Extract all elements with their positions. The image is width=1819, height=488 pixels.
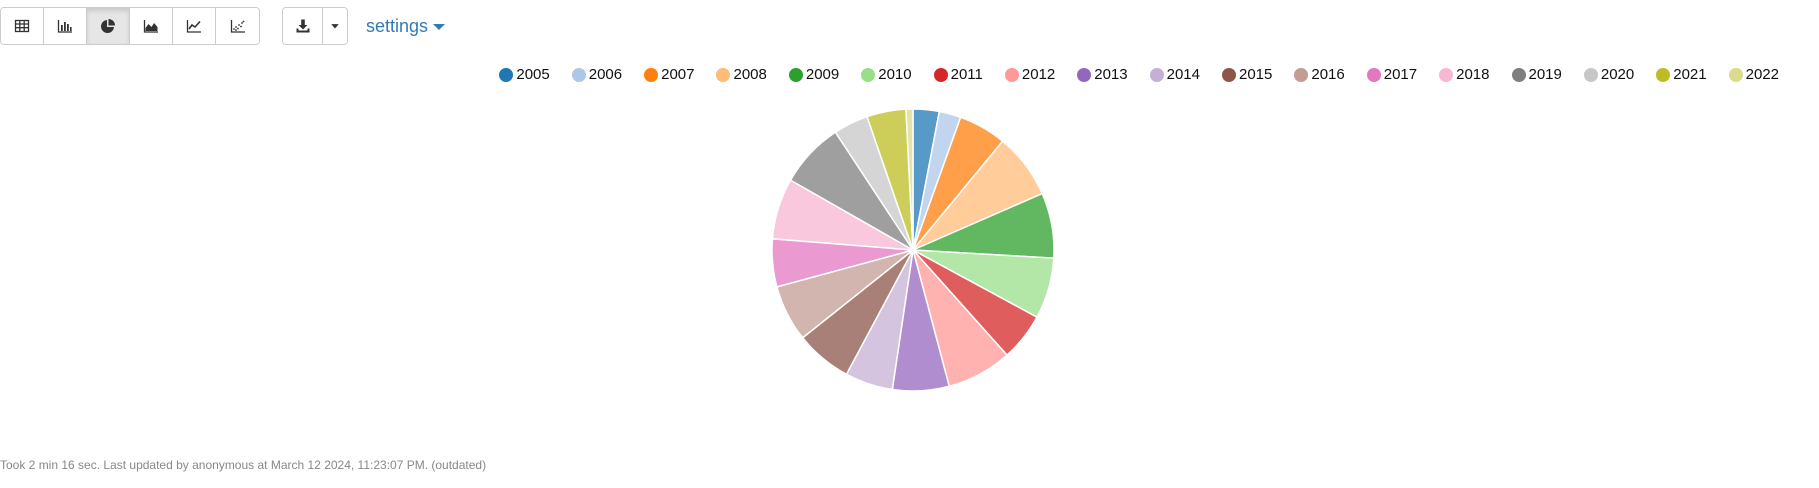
legend-item-2005[interactable]: 2005 — [499, 66, 550, 83]
pie-slice-2022[interactable] — [905, 108, 914, 251]
bar-chart-icon — [57, 20, 72, 33]
legend-item-2020[interactable]: 2020 — [1583, 66, 1635, 83]
legend-swatch — [1222, 67, 1236, 82]
line-chart-icon — [186, 20, 201, 33]
legend-item-2007[interactable]: 2007 — [644, 66, 694, 83]
legend-item-2017[interactable]: 2017 — [1366, 66, 1418, 83]
settings-caret-down-icon — [433, 24, 446, 30]
legend-label: 2013 — [1094, 66, 1128, 83]
legend-label: 2012 — [1021, 66, 1056, 83]
legend-swatch — [788, 67, 803, 82]
legend-swatch — [1149, 67, 1164, 82]
legend-swatch — [1583, 67, 1598, 82]
legend-swatch — [716, 67, 731, 82]
legend-swatch — [644, 67, 659, 82]
query-status-text: Took 2 min 16 sec. Last updated by anony… — [0, 458, 487, 472]
pie-chart — [771, 108, 1055, 392]
legend-item-2006[interactable]: 2006 — [571, 66, 623, 83]
legend-label: 2006 — [588, 66, 623, 83]
legend-swatch — [1004, 67, 1019, 82]
legend-label: 2016 — [1311, 66, 1345, 83]
legend-label: 2019 — [1528, 66, 1562, 83]
legend-label: 2014 — [1166, 66, 1200, 83]
legend-item-2008[interactable]: 2008 — [716, 66, 767, 83]
legend-label: 2007 — [661, 66, 695, 83]
legend-label: 2017 — [1383, 66, 1418, 83]
legend-label: 2008 — [733, 66, 767, 83]
legend-label: 2015 — [1239, 66, 1273, 83]
legend-swatch — [1728, 67, 1743, 82]
legend-label: 2018 — [1456, 66, 1490, 83]
legend-swatch — [1366, 67, 1381, 82]
settings-dropdown[interactable]: settings — [366, 15, 446, 37]
legend-item-2012[interactable]: 2012 — [1004, 66, 1056, 83]
area-chart-icon — [143, 20, 158, 33]
legend-swatch — [499, 67, 514, 82]
legend-item-2022[interactable]: 2022 — [1728, 66, 1779, 83]
legend-label: 2005 — [516, 66, 550, 83]
area-chart-view-button[interactable] — [130, 8, 173, 44]
download-icon — [296, 19, 309, 33]
scatter-chart-view-button[interactable] — [216, 8, 259, 44]
legend-item-2009[interactable]: 2009 — [788, 66, 840, 83]
legend-label: 2022 — [1745, 66, 1779, 83]
legend-swatch — [1077, 67, 1092, 82]
chart-legend: 2005 2006 2007 2008 2009 2010 2011 2012 2013 2014… — [470, 66, 1779, 83]
legend-label: 2020 — [1600, 66, 1635, 83]
legend-item-2019[interactable]: 2019 — [1511, 66, 1562, 83]
settings-label: settings — [366, 15, 429, 36]
legend-item-2021[interactable]: 2021 — [1656, 66, 1707, 83]
legend-item-2016[interactable]: 2016 — [1294, 66, 1345, 83]
pie-chart-icon — [101, 19, 115, 33]
view-mode-button-group — [0, 7, 260, 45]
export-button-group — [282, 7, 348, 45]
legend-swatch — [1656, 67, 1671, 82]
legend-item-2011[interactable]: 2011 — [933, 66, 983, 83]
legend-swatch — [1294, 67, 1309, 82]
legend-label: 2011 — [950, 66, 983, 83]
table-icon — [14, 19, 30, 33]
legend-item-2010[interactable]: 2010 — [861, 66, 912, 83]
legend-swatch — [571, 67, 586, 82]
legend-label: 2009 — [805, 66, 840, 83]
legend-swatch — [933, 67, 948, 82]
download-options-dropdown[interactable] — [323, 8, 347, 44]
legend-item-2018[interactable]: 2018 — [1439, 66, 1490, 83]
bar-chart-view-button[interactable] — [44, 8, 87, 44]
legend-item-2013[interactable]: 2013 — [1077, 66, 1128, 83]
pie-chart-view-button[interactable] — [87, 8, 130, 44]
legend-swatch — [1439, 67, 1454, 82]
legend-item-2015[interactable]: 2015 — [1222, 66, 1272, 83]
table-view-button[interactable] — [1, 8, 44, 44]
caret-down-icon — [331, 24, 339, 29]
legend-item-2014[interactable]: 2014 — [1149, 66, 1200, 83]
download-button[interactable] — [283, 8, 323, 44]
legend-label: 2010 — [878, 66, 912, 83]
legend-swatch — [861, 67, 876, 82]
chart-toolbar: settings — [0, 7, 446, 45]
line-chart-view-button[interactable] — [173, 8, 216, 44]
legend-label: 2021 — [1673, 66, 1707, 83]
scatter-chart-icon — [230, 20, 245, 33]
legend-swatch — [1511, 67, 1526, 82]
